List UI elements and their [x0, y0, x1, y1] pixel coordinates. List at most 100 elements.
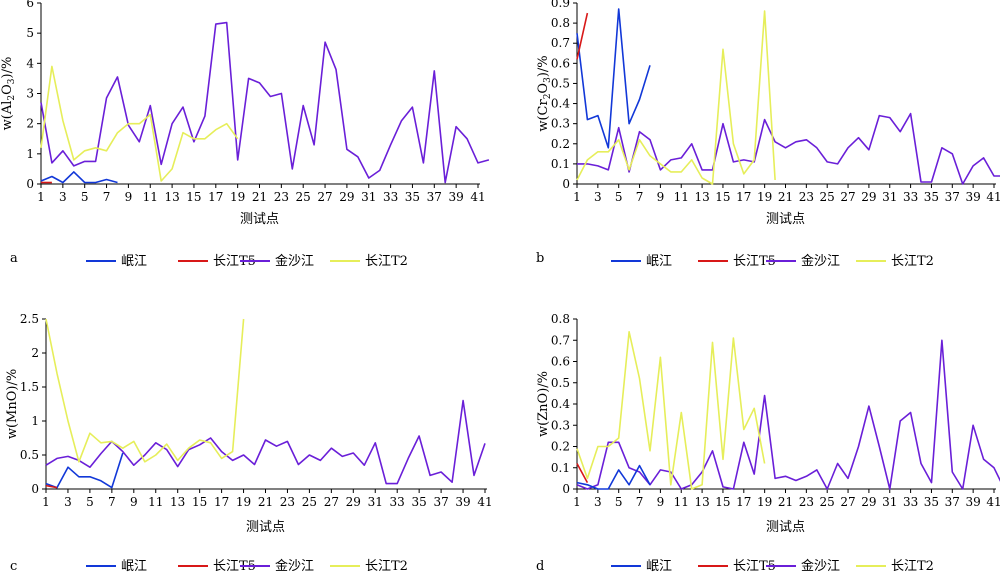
- legend-label: 长江T5: [213, 559, 256, 573]
- y-tick-label: 0.4: [551, 397, 570, 411]
- x-tick-label: 3: [594, 190, 602, 204]
- y-axis-title: w(ZnO)/%: [536, 371, 551, 437]
- x-tick-label: 19: [230, 190, 245, 204]
- y-tick-label: 0.1: [551, 157, 570, 171]
- legend-label: 长江T2: [365, 254, 408, 269]
- series-line-3: [45, 484, 58, 489]
- x-tick-label: 1: [573, 190, 581, 204]
- x-tick-label: 25: [302, 495, 317, 509]
- y-axis-title-part: w(Cr: [536, 99, 551, 132]
- x-tick-label: 23: [280, 495, 295, 509]
- y-tick-label: 0: [31, 482, 39, 496]
- legend-label: 金沙江: [801, 558, 840, 573]
- x-tick-label: 13: [694, 190, 709, 204]
- y-tick-label: 0: [562, 177, 570, 191]
- y-tick-label: 0.8: [551, 16, 570, 30]
- y-axis-title: w(Cr2O3)/%: [536, 55, 553, 131]
- y-tick-label: 0.8: [551, 312, 570, 326]
- legend-label: 长江T2: [891, 559, 934, 573]
- x-tick-label: 21: [778, 190, 793, 204]
- legend-label: 长江T2: [891, 254, 934, 269]
- x-tick-label: 31: [361, 190, 376, 204]
- series-line-2: [45, 452, 124, 489]
- x-tick-label: 5: [615, 190, 623, 204]
- x-tick-label: 27: [840, 495, 855, 509]
- y-tick-label: 1.5: [20, 380, 39, 394]
- x-tick-label: 23: [799, 190, 814, 204]
- x-axis-title: 测试点: [766, 212, 805, 227]
- y-axis-title: w(Al2O3)/%: [0, 57, 17, 131]
- legend-label: 岷江: [646, 559, 672, 573]
- y-axis-title-part: 3: [543, 77, 553, 83]
- x-tick-label: 17: [736, 190, 751, 204]
- y-tick-label: 5: [26, 26, 34, 40]
- y-tick-label: 2: [31, 346, 39, 360]
- x-tick-label: 7: [108, 495, 116, 509]
- x-tick-label: 1: [573, 495, 581, 509]
- x-tick-label: 39: [449, 190, 464, 204]
- y-tick-label: 0.3: [551, 418, 570, 432]
- y-tick-label: 0: [26, 177, 34, 191]
- x-tick-label: 15: [186, 190, 201, 204]
- x-tick-label: 37: [427, 190, 442, 204]
- legend-label: 长江T5: [733, 559, 776, 573]
- series-line-2: [576, 464, 651, 490]
- panel-c: 00.511.522.51 3 5 7 9 11 13 15 17 19 21 23 25 27 29 31 3…: [5, 312, 493, 573]
- legend-label: 长江T2: [365, 559, 408, 573]
- x-tick-label: 15: [715, 495, 730, 509]
- x-tick-label: 13: [164, 190, 179, 204]
- x-tick-label: 17: [214, 495, 229, 509]
- x-tick-label: 27: [317, 190, 332, 204]
- legend-label: 金沙江: [275, 253, 314, 269]
- x-tick-label: 27: [324, 495, 339, 509]
- x-axis-title: 测试点: [246, 520, 285, 535]
- legend: 岷江 长江T5 金沙江 长江T2: [611, 253, 934, 269]
- y-tick-label: 0.5: [551, 76, 570, 90]
- y-axis-title-part: w(Al: [0, 101, 15, 131]
- x-tick-label: 19: [757, 190, 772, 204]
- y-tick-label: 4: [26, 56, 34, 70]
- y-tick-label: 0.5: [551, 376, 570, 390]
- y-axis-title: w(MnO)/%: [5, 369, 20, 439]
- y-tick-label: 0: [562, 482, 570, 496]
- y-axis-title-part: w(MnO)/%: [5, 369, 20, 439]
- x-axis-title: 测试点: [240, 212, 279, 227]
- panel-letter: a: [10, 251, 18, 266]
- x-tick-label: 41: [477, 495, 492, 509]
- legend-label: 金沙江: [801, 253, 840, 269]
- x-tick-label: 19: [236, 495, 251, 509]
- series-line-0: [45, 399, 486, 485]
- y-tick-label: 0.6: [551, 355, 570, 369]
- series-line-0: [40, 21, 490, 184]
- y-tick-label: 0.2: [551, 440, 570, 454]
- y-axis-title-part: 2: [7, 95, 17, 101]
- series-line-2: [576, 8, 651, 149]
- legend: 岷江 长江T5 金沙江 长江T2: [86, 558, 408, 573]
- x-tick-label: 1: [42, 495, 50, 509]
- x-tick-label: 9: [657, 190, 665, 204]
- y-axis-title-part: w(ZnO)/%: [536, 371, 551, 437]
- y-tick-label: 0.7: [551, 333, 570, 347]
- x-tick-label: 23: [274, 190, 289, 204]
- y-tick-label: 2.5: [20, 312, 39, 326]
- y-tick-label: 0.6: [551, 56, 570, 70]
- x-tick-label: 31: [882, 190, 897, 204]
- series-line-1: [45, 318, 245, 463]
- x-tick-label: 37: [945, 495, 960, 509]
- y-tick-label: 2: [26, 117, 34, 131]
- panel-b: 00.10.20.30.40.50.60.70.80.91 3 5 7 9 11 13 15 1…: [536, 0, 1000, 269]
- series-line-2: [40, 171, 118, 184]
- x-tick-label: 19: [757, 495, 772, 509]
- x-tick-label: 27: [840, 190, 855, 204]
- x-tick-label: 39: [455, 495, 470, 509]
- y-tick-label: 0.1: [551, 461, 570, 475]
- x-tick-label: 5: [86, 495, 94, 509]
- y-tick-label: 1: [31, 414, 39, 428]
- x-tick-label: 35: [924, 190, 939, 204]
- x-tick-label: 13: [694, 495, 709, 509]
- x-tick-label: 11: [148, 495, 163, 509]
- series-line-3: [576, 12, 589, 60]
- x-tick-label: 9: [130, 495, 138, 509]
- x-tick-label: 7: [103, 190, 111, 204]
